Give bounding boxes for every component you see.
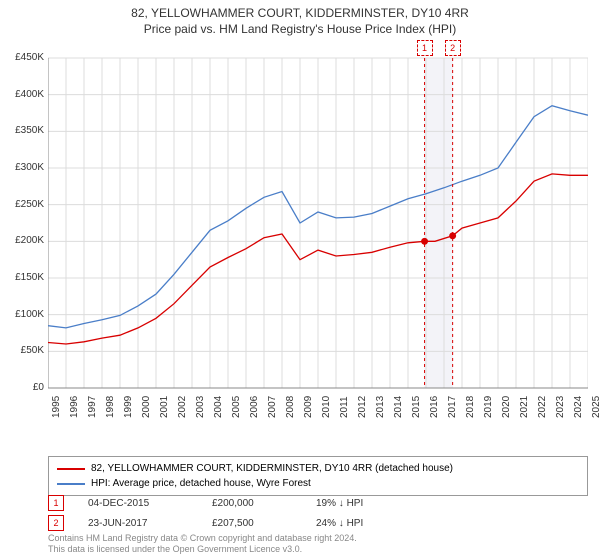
- x-tick-label: 2016: [429, 396, 440, 418]
- legend-row: HPI: Average price, detached house, Wyre…: [57, 476, 579, 491]
- sale-marker-box: 1: [48, 495, 64, 511]
- x-tick-label: 2011: [339, 396, 350, 418]
- sale-price: £207,500: [212, 518, 292, 529]
- x-tick-label: 2025: [591, 396, 600, 418]
- y-tick-label: £150K: [0, 272, 44, 283]
- y-tick-label: £250K: [0, 199, 44, 210]
- x-tick-label: 1996: [69, 396, 80, 418]
- titles: 82, YELLOWHAMMER COURT, KIDDERMINSTER, D…: [0, 0, 600, 36]
- legend-swatch: [57, 483, 85, 485]
- chart-container: 82, YELLOWHAMMER COURT, KIDDERMINSTER, D…: [0, 0, 600, 560]
- footer: Contains HM Land Registry data © Crown c…: [48, 533, 357, 556]
- x-tick-label: 2000: [141, 396, 152, 418]
- title-subtitle: Price paid vs. HM Land Registry's House …: [0, 22, 600, 36]
- line-chart: [48, 48, 588, 418]
- x-tick-label: 2002: [177, 396, 188, 418]
- x-tick-label: 1998: [105, 396, 116, 418]
- x-tick-label: 2023: [555, 396, 566, 418]
- chart-area: [48, 48, 588, 418]
- title-address: 82, YELLOWHAMMER COURT, KIDDERMINSTER, D…: [0, 6, 600, 20]
- y-tick-label: £400K: [0, 89, 44, 100]
- x-tick-label: 2014: [393, 396, 404, 418]
- x-tick-label: 1999: [123, 396, 134, 418]
- x-tick-label: 2001: [159, 396, 170, 418]
- x-tick-label: 2013: [375, 396, 386, 418]
- x-tick-label: 2012: [357, 396, 368, 418]
- x-tick-label: 2003: [195, 396, 206, 418]
- sale-row: 2 23-JUN-2017 £207,500 24% ↓ HPI: [48, 515, 588, 531]
- x-tick-label: 2020: [501, 396, 512, 418]
- x-tick-label: 2006: [249, 396, 260, 418]
- x-tick-label: 2007: [267, 396, 278, 418]
- x-tick-label: 2005: [231, 396, 242, 418]
- x-tick-label: 2017: [447, 396, 458, 418]
- x-tick-label: 2009: [303, 396, 314, 418]
- x-tick-label: 1997: [87, 396, 98, 418]
- sale-callout: 2: [445, 40, 461, 56]
- x-tick-label: 2024: [573, 396, 584, 418]
- x-tick-label: 2008: [285, 396, 296, 418]
- footer-copyright: Contains HM Land Registry data © Crown c…: [48, 533, 357, 545]
- sale-date: 23-JUN-2017: [88, 518, 188, 529]
- x-tick-label: 2022: [537, 396, 548, 418]
- sale-marker-box: 2: [48, 515, 64, 531]
- legend: 82, YELLOWHAMMER COURT, KIDDERMINSTER, D…: [48, 456, 588, 496]
- sale-price: £200,000: [212, 498, 292, 509]
- footer-licence: This data is licensed under the Open Gov…: [48, 544, 357, 556]
- sale-delta: 19% ↓ HPI: [316, 498, 396, 509]
- x-tick-label: 2021: [519, 396, 530, 418]
- sales-table: 1 04-DEC-2015 £200,000 19% ↓ HPI 2 23-JU…: [48, 495, 588, 535]
- y-tick-label: £450K: [0, 52, 44, 63]
- sale-date: 04-DEC-2015: [88, 498, 188, 509]
- legend-swatch: [57, 468, 85, 470]
- y-tick-label: £300K: [0, 162, 44, 173]
- y-tick-label: £200K: [0, 235, 44, 246]
- sale-delta: 24% ↓ HPI: [316, 518, 396, 529]
- y-tick-label: £0: [0, 382, 44, 393]
- x-tick-label: 2010: [321, 396, 332, 418]
- x-tick-label: 1995: [51, 396, 62, 418]
- x-tick-label: 2018: [465, 396, 476, 418]
- x-tick-label: 2004: [213, 396, 224, 418]
- legend-row: 82, YELLOWHAMMER COURT, KIDDERMINSTER, D…: [57, 461, 579, 476]
- x-tick-label: 2019: [483, 396, 494, 418]
- y-tick-label: £350K: [0, 125, 44, 136]
- sale-callout: 1: [417, 40, 433, 56]
- y-tick-label: £50K: [0, 345, 44, 356]
- sale-row: 1 04-DEC-2015 £200,000 19% ↓ HPI: [48, 495, 588, 511]
- x-tick-label: 2015: [411, 396, 422, 418]
- legend-label: HPI: Average price, detached house, Wyre…: [91, 476, 311, 491]
- y-tick-label: £100K: [0, 309, 44, 320]
- legend-label: 82, YELLOWHAMMER COURT, KIDDERMINSTER, D…: [91, 461, 453, 476]
